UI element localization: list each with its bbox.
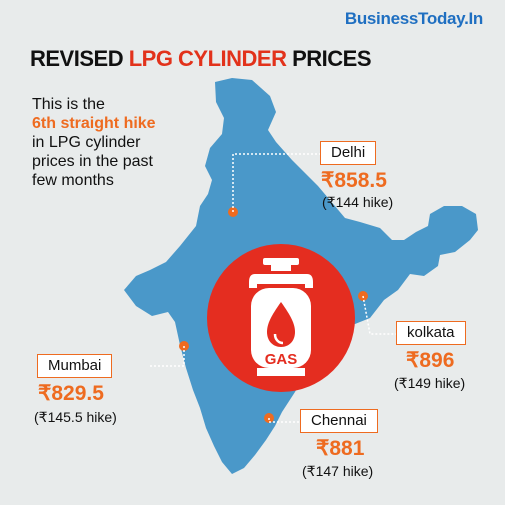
intro-line-4: few months bbox=[32, 172, 114, 189]
title-highlight: LPG CYLINDER bbox=[128, 46, 287, 71]
title-part-3: PRICES bbox=[286, 46, 372, 71]
chennai-connector bbox=[268, 418, 300, 423]
price-chennai: ₹881 bbox=[316, 437, 365, 460]
intro-line-1: This is the bbox=[32, 96, 105, 113]
hike-mumbai: (₹145.5 hike) bbox=[34, 409, 117, 425]
page-title: REVISED LPG CYLINDER PRICES bbox=[30, 46, 372, 72]
hike-delhi: (₹144 hike) bbox=[322, 194, 394, 210]
city-tag-kolkata: kolkata bbox=[396, 321, 466, 345]
city-tag-delhi: Delhi bbox=[320, 141, 377, 165]
hike-chennai: (₹147 hike) bbox=[302, 463, 374, 479]
mumbai-connector bbox=[150, 346, 185, 367]
gas-cylinder-badge: GAS bbox=[207, 244, 355, 392]
gas-cylinder-icon: GAS bbox=[249, 258, 313, 376]
gas-label: GAS bbox=[265, 351, 298, 368]
intro-line-3: prices in the past bbox=[32, 153, 153, 170]
delhi-connector bbox=[232, 153, 320, 212]
city-tag-mumbai: Mumbai bbox=[37, 354, 113, 378]
hike-kolkata: (₹149 hike) bbox=[394, 375, 466, 391]
price-mumbai: ₹829.5 bbox=[38, 382, 104, 405]
kolkata-connector bbox=[362, 295, 396, 335]
intro-text: This is the 6th straight hike in LPG cyl… bbox=[32, 95, 156, 190]
city-tag-chennai: Chennai bbox=[300, 409, 378, 433]
intro-line-2: in LPG cylinder bbox=[32, 134, 141, 151]
price-delhi: ₹858.5 bbox=[321, 169, 387, 192]
title-part-1: REVISED bbox=[30, 46, 129, 71]
price-kolkata: ₹896 bbox=[406, 349, 455, 372]
intro-highlight: 6th straight hike bbox=[32, 115, 156, 132]
brand-logo: BusinessToday.In bbox=[344, 9, 483, 28]
